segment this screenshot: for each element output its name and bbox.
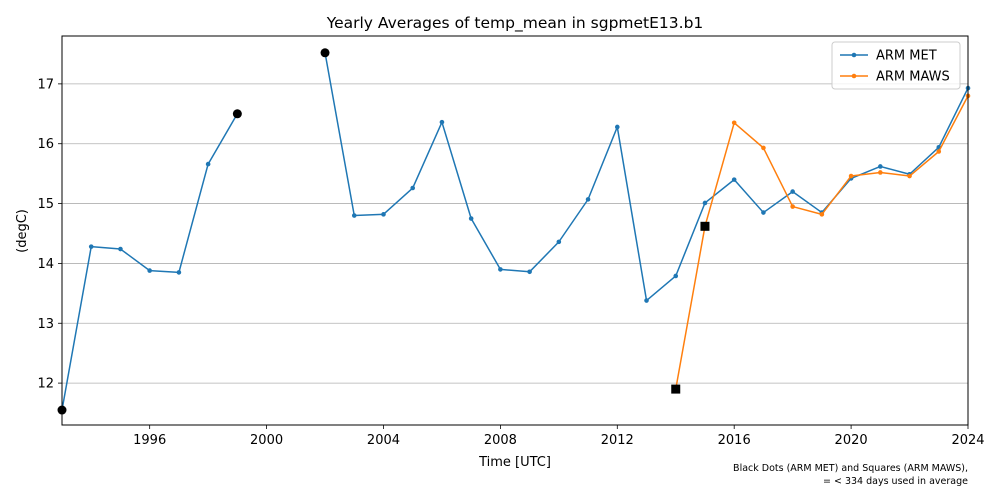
y-tick-label: 16 [37,137,54,152]
plot-frame [61,35,969,426]
data-point-arm-maws [848,173,854,179]
legend-marker-arm-met [851,52,857,58]
legend-marker-arm-maws [851,73,857,79]
x-tick-label: 2020 [835,433,868,448]
y-tick-label: 15 [37,197,54,212]
data-point-arm-met [147,268,152,273]
chart-title: Yearly Averages of temp_mean in sgpmetE1… [326,14,704,33]
data-point-arm-met [761,210,766,215]
data-point-arm-met [410,185,416,191]
data-point-arm-met [556,239,562,245]
x-tick-label: 2000 [250,433,283,448]
data-point-arm-maws [936,149,942,154]
data-point-arm-maws [790,204,795,209]
data-point-arm-met [176,270,182,275]
series-line-arm-met [61,113,238,411]
x-tick-label: 2024 [951,433,984,448]
data-point-arm-met [673,273,679,279]
data-point-arm-maws [731,120,737,126]
y-axis-label: (degC) [15,209,30,253]
grid [62,83,968,384]
legend-box [831,41,961,90]
y-tick-label: 13 [37,317,54,332]
y-tick-label: 17 [37,77,54,92]
partial-year-square-arm-maws [700,221,710,231]
x-tick-label: 2008 [484,433,517,448]
y-tick-label: 14 [37,257,54,272]
data-point-arm-met [351,213,357,218]
footnote-line-2: = < 334 days used in average [823,476,968,487]
footnote-line-1: Black Dots (ARM MET) and Squares (ARM MA… [733,463,968,474]
data-point-arm-met [88,244,94,249]
legend-label-arm-met: ARM MET [876,49,937,64]
partial-year-dot-arm-met [232,109,242,119]
y-tick-label: 12 [37,377,54,392]
data-point-arm-maws [819,212,825,217]
data-point-arm-met [731,177,737,182]
data-point-arm-met [585,197,591,202]
partial-year-dot-arm-met [320,48,330,58]
data-point-arm-met [439,119,445,125]
data-point-arm-maws [907,173,912,179]
data-point-arm-met [790,189,795,194]
data-point-arm-met [702,200,708,206]
data-point-arm-met [878,164,883,169]
data-point-arm-met [527,269,532,275]
data-point-arm-met [644,298,649,303]
data-point-arm-met [614,124,620,130]
data-point-arm-met [205,161,211,167]
x-tick-label: 2012 [601,433,634,448]
plot-area [57,48,971,415]
partial-year-square-arm-maws [671,384,681,394]
data-point-arm-met [498,267,503,272]
x-tick-label: 2016 [718,433,751,448]
legend: ARM MET ARM MAWS [831,41,961,90]
data-point-arm-met [118,246,123,252]
x-tick-label: 1996 [133,433,166,448]
x-axis: 1996 2000 2004 2008 2012 2016 2020 2024 [133,425,985,448]
data-point-arm-maws [878,170,883,175]
y-axis: 12 13 14 15 16 17 [37,77,62,392]
data-point-arm-met [468,216,474,221]
series-line-arm-maws [675,95,969,390]
legend-label-arm-maws: ARM MAWS [876,70,950,85]
data-point-arm-maws [761,145,766,151]
data-point-arm-met [381,212,386,217]
x-axis-label: Time [UTC] [478,455,551,470]
x-tick-label: 2004 [367,433,400,448]
